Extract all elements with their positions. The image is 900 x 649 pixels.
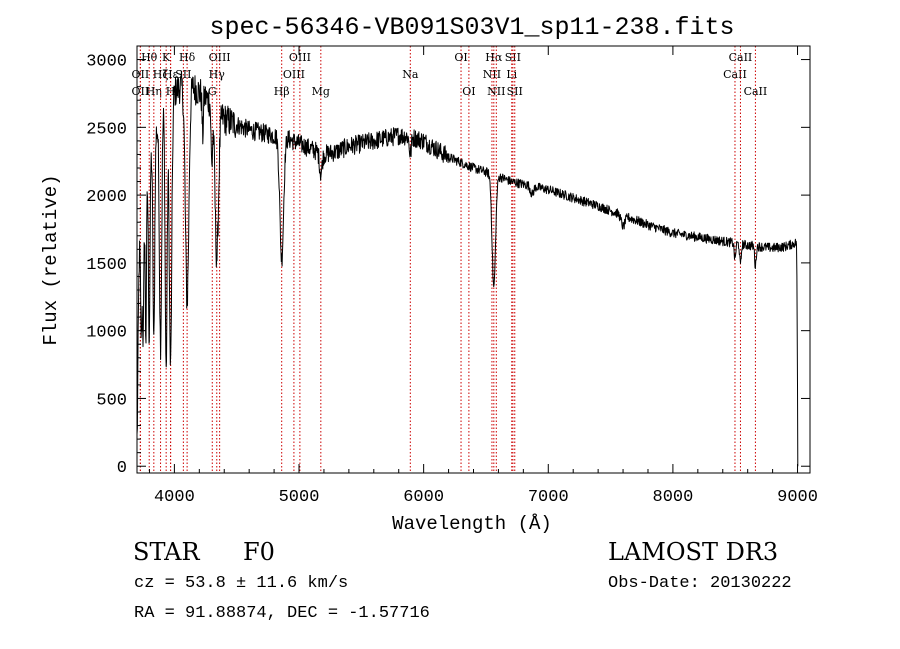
y-tick-label: 500 [96, 391, 127, 410]
survey-name: LAMOST DR3 [608, 538, 779, 566]
line-marker-label: Hβ [274, 85, 290, 98]
spectrum-line [136, 70, 799, 467]
line-marker-label: OII [132, 85, 150, 98]
chart-title: spec-56346-VB091S03V1_sp11-238.fits [209, 13, 734, 42]
line-marker-label: G [208, 85, 217, 98]
x-tick-label: 5000 [279, 488, 320, 507]
line-marker-label: Mg [312, 85, 330, 98]
line-marker-label: OI [462, 85, 475, 98]
x-tick-label: 7000 [528, 488, 569, 507]
y-tick-label: 2000 [86, 188, 127, 207]
line-marker-label: OIII [283, 68, 305, 81]
sky-coordinates: RA = 91.88874, DEC = -1.57716 [134, 604, 430, 623]
spectral-subclass: F0 [243, 538, 275, 566]
line-marker-label: Hγ [209, 68, 226, 81]
line-marker-label: Hθ [141, 51, 158, 64]
line-marker-label: K [162, 51, 171, 64]
x-axis-label: Wavelength (Å) [392, 513, 552, 535]
plot-frame [136, 45, 811, 474]
line-marker-label: Hε [163, 68, 179, 81]
line-marker-label: Hα [485, 51, 503, 64]
line-marker-label: Li [506, 68, 517, 81]
x-tick-label: 9000 [777, 488, 818, 507]
redshift-velocity: cz = 53.8 ± 11.6 km/s [134, 574, 349, 593]
y-axis-label: Flux (relative) [40, 174, 62, 345]
line-marker-label: CaII [729, 51, 753, 64]
y-axis: 0 500 1000 1500 2000 2500 3000 [86, 53, 810, 478]
x-tick-label: 6000 [403, 488, 444, 507]
x-tick-label: 8000 [653, 488, 694, 507]
line-marker-label: SII [507, 85, 523, 98]
object-class: STAR [133, 538, 200, 566]
y-tick-label: 1500 [86, 256, 127, 275]
observation-date: Obs-Date: 20130222 [608, 574, 792, 593]
line-markers: OIIOIIHθHηHζKHHεSIIHδGHγOIIIHβOIIIOIIIMg… [132, 46, 768, 473]
line-marker-label: NII [487, 85, 505, 98]
line-marker-label: NII [483, 68, 501, 81]
y-tick-label: 3000 [86, 53, 127, 72]
line-marker-label: CaII [723, 68, 747, 81]
line-marker-label: OI [454, 51, 467, 64]
line-marker-label: Hη [146, 85, 162, 98]
spectrum-plot [136, 70, 799, 467]
x-axis: 4000 5000 6000 7000 8000 9000 [148, 46, 818, 507]
line-marker-label: OIII [209, 51, 231, 64]
line-marker-label: Na [402, 68, 419, 81]
line-marker-label: Hζ [153, 68, 169, 81]
line-marker-label: CaII [744, 85, 768, 98]
y-tick-label: 0 [117, 459, 127, 478]
line-marker-label: Hδ [179, 51, 196, 64]
line-marker-label: OIII [289, 51, 311, 64]
y-tick-label: 2500 [86, 120, 127, 139]
x-tick-label: 4000 [154, 488, 195, 507]
line-marker-label: SII [505, 51, 521, 64]
y-tick-label: 1000 [86, 324, 127, 343]
